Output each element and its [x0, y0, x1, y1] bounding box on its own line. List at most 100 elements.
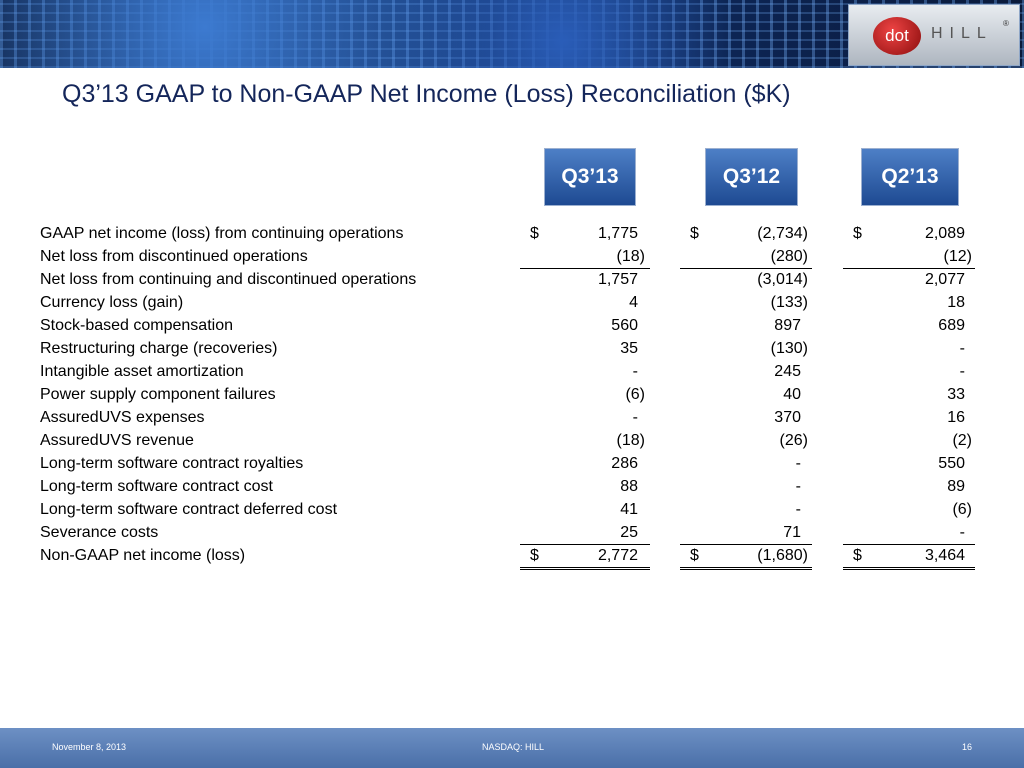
- title: Q3’13 GAAP to Non-GAAP Net Income (Loss)…: [62, 80, 791, 108]
- table-row: Long-term software contract deferred cos…: [0, 499, 1024, 522]
- footer-ticker: NASDAQ: HILL: [482, 742, 545, 752]
- table-row: AssuredUVS expenses - 370 16: [0, 407, 1024, 430]
- cell-value: -: [959, 524, 965, 541]
- cell-value: 897: [774, 317, 801, 334]
- table-row: GAAP net income (loss) from continuing o…: [0, 223, 1024, 246]
- row-label: GAAP net income (loss) from continuing o…: [40, 225, 404, 242]
- cell-value: -: [795, 478, 801, 495]
- cell-value: 245: [774, 363, 801, 380]
- footer: November 8, 2013 NASDAQ: HILL 16: [0, 728, 1024, 768]
- double-underline: [520, 567, 650, 570]
- cell-value: 40: [783, 386, 801, 403]
- row-label: Restructuring charge (recoveries): [40, 340, 278, 357]
- cell-value: -: [959, 340, 965, 357]
- cell-value: (18): [616, 432, 645, 449]
- column-header: Q3’12: [705, 148, 798, 206]
- double-underline: [680, 567, 812, 570]
- column-header: Q2’13: [861, 148, 959, 206]
- cell-value: 71: [783, 524, 801, 541]
- underline: [520, 268, 650, 269]
- cell-value: (2): [952, 432, 972, 449]
- row-label: Net loss from continuing and discontinue…: [40, 271, 417, 288]
- logo-hill: HILL: [931, 25, 993, 42]
- cell-value: -: [795, 455, 801, 472]
- table-row: Net loss from continuing and discontinue…: [0, 269, 1024, 292]
- table-row: Severance costs 25 71 -: [0, 522, 1024, 545]
- currency-sign: $: [690, 547, 699, 564]
- logo-dot: dot: [873, 17, 921, 55]
- row-label: Non-GAAP net income (loss): [40, 547, 246, 564]
- cell-value: 3,464: [924, 547, 965, 564]
- currency-sign: $: [853, 547, 862, 564]
- row-label: Stock-based compensation: [40, 317, 233, 334]
- footer-date: November 8, 2013: [52, 742, 127, 752]
- column-header: Q3’13: [544, 148, 636, 206]
- row-label: Long-term software contract deferred cos…: [40, 501, 338, 518]
- currency-sign: $: [690, 225, 699, 242]
- cell-value: (2,734): [757, 225, 808, 242]
- cell-value: (3,014): [757, 271, 808, 288]
- underline: [843, 268, 975, 269]
- underline: [680, 544, 812, 545]
- row-label: Power supply component failures: [40, 386, 276, 403]
- underline: [843, 544, 975, 545]
- row-label: Severance costs: [40, 524, 159, 541]
- row-label: Intangible asset amortization: [40, 363, 244, 380]
- cell-value: 2,077: [924, 271, 965, 288]
- cell-value: 689: [938, 317, 965, 334]
- cell-value: 1,775: [597, 225, 638, 242]
- cell-value: 41: [620, 501, 638, 518]
- cell-value: -: [959, 363, 965, 380]
- cell-value: (6): [625, 386, 645, 403]
- table-row: Restructuring charge (recoveries) 35 (130)…: [0, 338, 1024, 361]
- cell-value: 550: [938, 455, 965, 472]
- cell-value: 370: [774, 409, 801, 426]
- double-underline: [843, 567, 975, 570]
- cell-value: (1,680): [757, 547, 808, 564]
- currency-sign: $: [853, 225, 862, 242]
- table-row: Long-term software contract cost 88 - 89: [0, 476, 1024, 499]
- cell-value: 18: [947, 294, 965, 311]
- cell-value: (6): [952, 501, 972, 518]
- table-row: Intangible asset amortization - 245 -: [0, 361, 1024, 384]
- cell-value: 1,757: [597, 271, 638, 288]
- cell-value: 88: [620, 478, 638, 495]
- table-row: Non-GAAP net income (loss) $2,772 $ (1,680)…: [0, 545, 1024, 568]
- cell-value: 35: [620, 340, 638, 357]
- cell-value: 560: [611, 317, 638, 334]
- row-label: Long-term software contract royalties: [40, 455, 304, 472]
- footer-page: 16: [962, 742, 973, 752]
- currency-sign: $: [530, 547, 539, 564]
- cell-value: (26): [779, 432, 808, 449]
- cell-value: (18): [616, 248, 645, 265]
- logo-mark: ®: [1003, 19, 1009, 28]
- cell-value: 286: [611, 455, 638, 472]
- underline: [520, 544, 650, 545]
- cell-value: -: [632, 363, 638, 380]
- row-label: Net loss from discontinued operations: [40, 248, 308, 265]
- cell-value: 89: [947, 478, 965, 495]
- cell-value: 33: [947, 386, 965, 403]
- table-row: Power supply component failures (6) 40 33: [0, 384, 1024, 407]
- cell-value: (133): [770, 294, 808, 311]
- table-row: AssuredUVS revenue (18) (26) (2): [0, 430, 1024, 453]
- row-label: Currency loss (gain): [40, 294, 184, 311]
- row-label: AssuredUVS expenses: [40, 409, 205, 426]
- currency-sign: $: [530, 225, 539, 242]
- cell-value: (130): [770, 340, 808, 357]
- table-row: Net loss from discontinued operations (18…: [0, 246, 1024, 269]
- row-label: AssuredUVS revenue: [40, 432, 194, 449]
- row-label: Long-term software contract cost: [40, 478, 273, 495]
- cell-value: -: [795, 501, 801, 518]
- cell-value: 2,772: [597, 547, 638, 564]
- table-row: Currency loss (gain) 4 (133) 18: [0, 292, 1024, 315]
- cell-value: 25: [620, 524, 638, 541]
- cell-value: 2,089: [924, 225, 965, 242]
- underline: [680, 268, 812, 269]
- cell-value: 4: [629, 294, 638, 311]
- table-row: Long-term software contract royalties 286…: [0, 453, 1024, 476]
- cell-value: -: [632, 409, 638, 426]
- logo: dot HILL ®: [848, 4, 1020, 66]
- cell-value: (12): [943, 248, 972, 265]
